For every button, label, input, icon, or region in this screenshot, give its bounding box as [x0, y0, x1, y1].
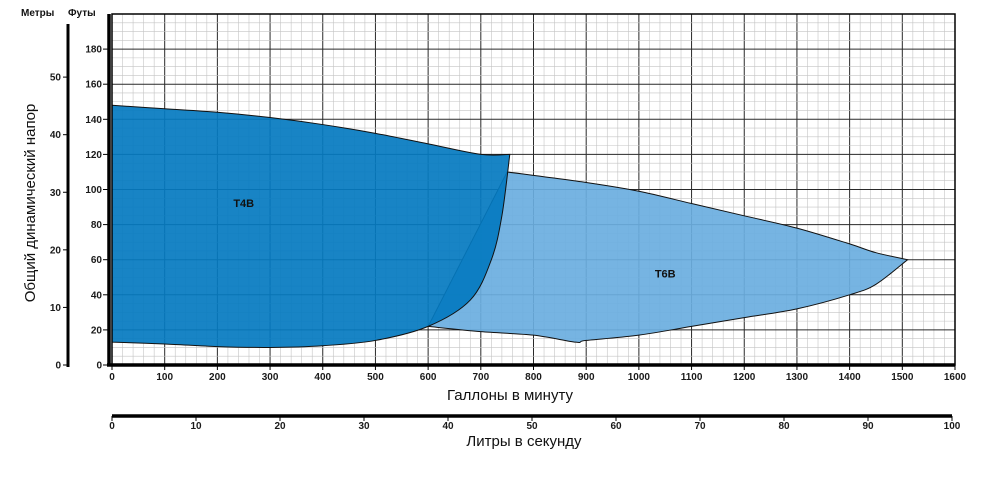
- x2-tick-label: 90: [862, 421, 874, 432]
- x2-tick-label: 30: [358, 421, 370, 432]
- y-tick-label: 100: [85, 185, 102, 196]
- x-axis-title-lps: Литры в секунду: [466, 433, 582, 450]
- x-tick-label: 1500: [891, 372, 914, 383]
- x2-tick-label: 100: [944, 421, 961, 432]
- x-tick-label: 1300: [786, 372, 809, 383]
- x-tick-label: 600: [420, 372, 437, 383]
- x-tick-label: 500: [367, 372, 384, 383]
- x2-tick-label: 40: [442, 421, 454, 432]
- x2-tick-label: 0: [109, 421, 115, 432]
- meters-unit-label: Метры: [21, 8, 54, 19]
- axes: [63, 13, 956, 421]
- x-tick-label: 700: [472, 372, 489, 383]
- x-tick-label: 400: [314, 372, 331, 383]
- y2-tick-label: 20: [50, 245, 62, 256]
- x2-tick-label: 10: [190, 421, 202, 432]
- area-t6b: [427, 171, 909, 343]
- x-tick-label: 1600: [944, 372, 967, 383]
- y-tick-label: 60: [91, 255, 103, 266]
- y-tick-label: 180: [85, 45, 102, 56]
- x-tick-label: 1100: [681, 372, 703, 383]
- y2-tick-label: 40: [50, 130, 62, 141]
- x-tick-label: 0: [109, 372, 115, 383]
- y2-tick-label: 30: [50, 188, 62, 199]
- x-tick-label: 200: [209, 372, 226, 383]
- y2-tick-label: 50: [50, 73, 62, 84]
- y-tick-label: 140: [85, 115, 102, 126]
- x-tick-label: 100: [156, 372, 173, 383]
- series-areas: [111, 104, 909, 348]
- y2-tick-label: 0: [55, 361, 61, 372]
- series-label-t4b: T4B: [233, 198, 254, 210]
- tick-labels: 0 100 200 300 400 500 600 700 800 900 1000 1100 1200…: [50, 45, 967, 432]
- x-tick-label: 1000: [628, 372, 651, 383]
- y-tick-label: 160: [85, 80, 102, 91]
- y-tick-label: 20: [91, 325, 103, 336]
- x2-tick-label: 80: [778, 421, 790, 432]
- feet-unit-label: Футы: [68, 8, 96, 19]
- x-tick-label: 300: [262, 372, 279, 383]
- y-tick-label: 40: [91, 290, 103, 301]
- x2-tick-label: 20: [274, 421, 286, 432]
- x-tick-label: 900: [578, 372, 595, 383]
- y2-tick-label: 10: [50, 303, 62, 314]
- y-tick-label: 80: [91, 220, 103, 231]
- x2-tick-label: 70: [694, 421, 706, 432]
- y-tick-label: 120: [85, 150, 102, 161]
- x2-tick-label: 50: [526, 421, 538, 432]
- series-label-t6b: T6B: [655, 268, 676, 280]
- x2-tick-label: 60: [610, 421, 622, 432]
- y-axis-title: Общий динамический напор: [22, 104, 39, 303]
- area-t4b: [111, 104, 511, 348]
- x-tick-label: 800: [525, 372, 542, 383]
- y-tick-label: 0: [96, 361, 102, 372]
- x-tick-label: 1200: [733, 372, 756, 383]
- x-tick-label: 1400: [839, 372, 862, 383]
- x-axis-title-gpm: Галлоны в минуту: [447, 387, 574, 404]
